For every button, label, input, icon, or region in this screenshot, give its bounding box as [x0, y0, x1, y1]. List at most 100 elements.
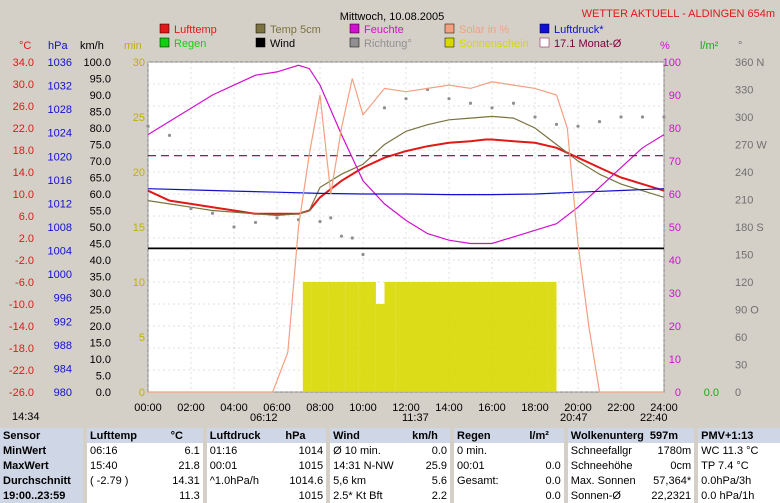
- stats-cell: 21.8: [167, 458, 205, 473]
- y-tick-label-kmh: 50.0: [90, 222, 111, 234]
- stats-cell: 2.2: [409, 488, 453, 503]
- y-tick-label-celsius: 10.0: [13, 189, 34, 201]
- y-tick-label-deg: 240: [735, 167, 753, 179]
- wind-direction-point: [533, 115, 537, 119]
- stats-cell: Durchschnitt: [0, 473, 85, 488]
- y-tick-label-celsius: 34.0: [13, 57, 34, 69]
- y-tick-label-kmh: 35.0: [90, 272, 111, 284]
- stats-cell: 5,6 km: [326, 473, 410, 488]
- legend: Lufttemp Regen Temp 5cm Wind Feuchte Richtung…: [159, 23, 622, 50]
- stats-cell: [450, 488, 527, 503]
- sunshine-bar: [363, 282, 376, 392]
- legend-swatch: [255, 37, 266, 48]
- wind-direction-point: [275, 216, 279, 220]
- wind-direction-point: [404, 97, 408, 101]
- y-tick-label-kmh: 45.0: [90, 239, 111, 251]
- stats-cell: MaxWert: [0, 458, 85, 473]
- stats-cell: 01:16: [202, 443, 283, 458]
- wind-direction-point: [468, 101, 473, 105]
- stats-cell: Ø 10 min.: [326, 443, 410, 458]
- y-tick-label-celsius: -26.0: [9, 387, 34, 399]
- stats-header-cell: Wind: [326, 428, 410, 443]
- x-tick-label: 02:00: [177, 402, 205, 414]
- wind-direction-point: [382, 106, 387, 110]
- y-tick-label-percent: 50: [669, 222, 681, 234]
- wind-direction-point: [361, 252, 365, 257]
- legend-swatch: [539, 37, 550, 48]
- y-tick-label-min: 30: [133, 57, 145, 69]
- y-tick-label-deg: 150: [735, 250, 753, 262]
- y-tick-label-hpa: 980: [54, 387, 72, 399]
- sunshine-bar: [328, 282, 346, 392]
- y-tick-label-kmh: 5.0: [96, 371, 111, 383]
- wind-direction-point: [329, 216, 333, 220]
- y-tick-label-percent: 30: [669, 288, 681, 300]
- y-tick-label-celsius: -10.0: [9, 299, 34, 311]
- sunshine-bar: [384, 282, 396, 392]
- legend-swatch: [159, 37, 170, 48]
- stats-cell: 1014: [282, 443, 329, 458]
- y-tick-label-min: 15: [133, 222, 145, 234]
- sunshine-bar: [375, 304, 385, 392]
- stats-header-cell: Luftdruck: [202, 428, 283, 443]
- stats-cell: WC 11.3 °C: [694, 443, 780, 458]
- y-tick-label-min: 10: [133, 277, 145, 289]
- y-tick-label-celsius: 2.0: [19, 233, 34, 245]
- y-tick-label-kmh: 75.0: [90, 140, 111, 152]
- stats-cell: ^1.0hPa/h: [202, 473, 283, 488]
- unit-kmh: km/h: [80, 40, 104, 52]
- stats-header-cell: Lufttemp: [82, 428, 168, 443]
- time-marker-left: 14:34: [12, 411, 40, 423]
- x-tick-label: 20:00: [564, 402, 592, 414]
- x-tick-label: 16:00: [478, 402, 506, 414]
- y-tick-label-celsius: 18.0: [13, 145, 34, 157]
- legend-swatch: [349, 37, 360, 48]
- y-tick-label-kmh: 80.0: [90, 123, 111, 135]
- y-tick-label-hpa: 1036: [48, 57, 72, 69]
- y-tick-label-deg: 270 W: [735, 140, 767, 152]
- stats-cell: [202, 488, 283, 503]
- wind-direction-point: [339, 234, 344, 238]
- y-tick-label-hpa: 1000: [48, 269, 72, 281]
- y-tick-label-kmh: 90.0: [90, 90, 111, 102]
- wind-direction-point: [210, 211, 215, 215]
- y-tick-label-celsius: -6.0: [15, 277, 34, 289]
- y-tick-label-percent: 0: [675, 387, 681, 399]
- stats-cell: 57,364*: [646, 473, 697, 488]
- y-tick-label-kmh: 65.0: [90, 173, 111, 185]
- y-tick-label-percent: 40: [669, 255, 681, 267]
- sunshine-bar: [427, 282, 449, 392]
- sunshine-bar: [345, 282, 359, 392]
- series-layer: [146, 64, 666, 393]
- stats-cell: 22,2321: [646, 488, 697, 503]
- unit-min: min: [124, 40, 142, 52]
- moon-time: 22:40: [640, 412, 668, 424]
- legend-swatch: [255, 23, 266, 34]
- stats-header-cell: PMV+1:13: [694, 428, 780, 443]
- stats-header-cell: °C: [167, 428, 205, 443]
- stats-cell: 0.0: [526, 488, 566, 503]
- sunshine-bar: [358, 282, 363, 392]
- y-tick-label-kmh: 85.0: [90, 107, 111, 119]
- stats-header-cell: km/h: [409, 428, 453, 443]
- noon-time: 11:37: [402, 412, 429, 424]
- wind-direction-point: [511, 101, 516, 105]
- wind-direction-point: [597, 119, 602, 124]
- sunrise-time: 06:12: [250, 412, 278, 424]
- unit-deg: °: [738, 40, 742, 52]
- y-tick-label-kmh: 30.0: [90, 288, 111, 300]
- stats-header-cell: Regen: [450, 428, 527, 443]
- x-tick-label: 00:00: [134, 402, 162, 414]
- y-tick-label-deg: 180 S: [735, 222, 764, 234]
- y-tick-label-kmh: 10.0: [90, 354, 111, 366]
- sunshine-bar: [302, 282, 312, 392]
- x-tick-label: 08:00: [306, 402, 334, 414]
- sunshine-bar: [470, 282, 492, 392]
- y-tick-label-hpa: 996: [54, 293, 72, 305]
- stats-cell: Max. Sonnen: [563, 473, 647, 488]
- y-tick-label-deg: 210: [735, 195, 753, 207]
- stats-cell: 0.0hPa/3h: [694, 473, 780, 488]
- y-tick-label-celsius: -22.0: [9, 365, 34, 377]
- legend-swatch: [159, 23, 170, 34]
- y-tick-label-kmh: 100.0: [83, 57, 111, 69]
